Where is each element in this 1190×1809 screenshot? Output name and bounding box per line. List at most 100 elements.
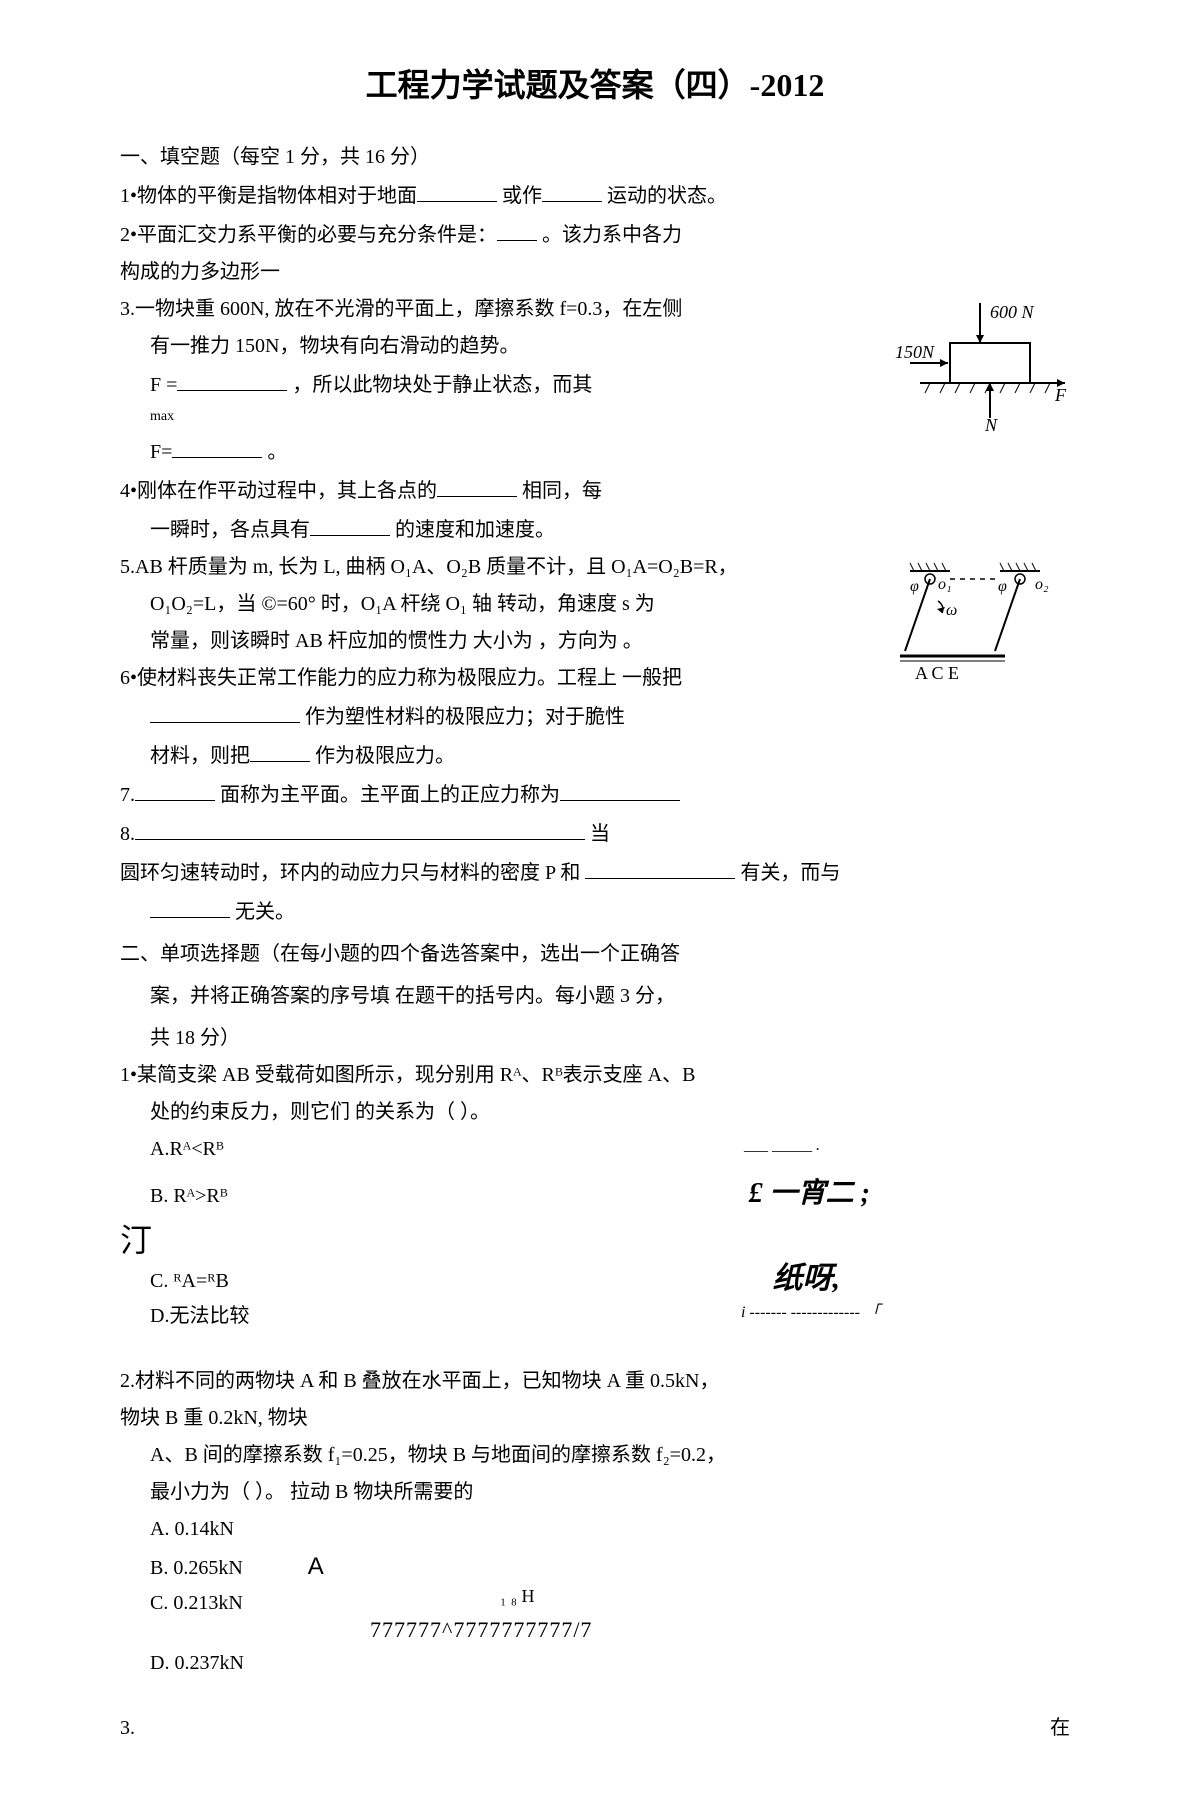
q7-text-a: 7. xyxy=(120,784,135,806)
s2-question-3: 3. 在 xyxy=(120,1712,1070,1744)
q4-text-b: 相同，每 xyxy=(522,480,602,502)
question-3-line4: F= 。 xyxy=(120,434,880,468)
s2q2-option-a: A. 0.14kN xyxy=(120,1513,1070,1545)
s2q1-option-a: A.Rᴬ<Rᴮ xyxy=(120,1133,1070,1165)
handwrite-4: i ------- ------------- 「 xyxy=(741,1300,880,1326)
question-8: 8. 当 xyxy=(120,816,1070,850)
question-5-line3: 常量，则该瞬时 AB 杆应加的惯性力 大小为 ，方向为 。 xyxy=(120,625,880,657)
q3-text-a: 3.一物块重 600N, 放在不光滑的平面上，摩擦系数 f=0.3，在左侧 xyxy=(120,298,682,320)
figure-svg-q5: φ o₁ φ o₂ ω A C E xyxy=(890,551,1070,691)
q5-text-a: 5.AB 杆质量为 m, 长为 L, 曲柄 O₁A、O₂B 质量不计，且 O₁A… xyxy=(120,556,738,578)
blank xyxy=(310,512,390,536)
blank xyxy=(497,217,537,241)
question-6-line2: 作为塑性材料的极限应力；对于脆性 xyxy=(120,699,880,733)
label-150n: 150N xyxy=(895,342,935,362)
section2-header2: 案，并将正确答案的序号填 在题干的括号内。每小题 3 分， xyxy=(120,980,1070,1012)
s2q1-option-c: C. ᴿA=ᴿB xyxy=(120,1265,1070,1297)
q6-text-b: 作为塑性材料的极限应力；对于脆性 xyxy=(305,706,625,728)
s2-question-1: 1•某简支梁 AB 受载荷如图所示，现分别用 Rᴬ、Rᴮ表示支座 A、B xyxy=(120,1059,1070,1091)
label-phi-1: φ xyxy=(910,578,919,595)
section2-header3: 共 18 分） xyxy=(120,1022,1070,1054)
label-ace: A C E xyxy=(915,663,959,683)
s2-question-2-line3: A、B 间的摩擦系数 f₁=0.25，物块 B 与地面间的摩擦系数 f₂=0.2… xyxy=(120,1439,1070,1471)
label-600n: 600 N xyxy=(990,302,1035,322)
question-6: 6•使材料丧失正常工作能力的应力称为极限应力。工程上 一般把 xyxy=(120,662,880,694)
figure-svg-q3: 600 N 150N F N xyxy=(890,293,1070,433)
section1-header: 一、填空题（每空 1 分，共 16 分） xyxy=(120,141,1070,173)
q1-text-c: 运动的状态。 xyxy=(607,185,727,207)
question-3-line3: F = ，所以此物块处于静止状态，而其 xyxy=(120,367,880,401)
figure-block-q3: 600 N 150N F N xyxy=(890,293,1070,433)
blank xyxy=(135,777,215,801)
question-5-line2: O₁O₂=L，当 ©=60° 时，O₁A 杆绕 O₁ 轴 转动，角速度 s 为 xyxy=(120,588,880,620)
q3-text-f: F= xyxy=(150,441,172,463)
doc-title: 工程力学试题及答案（四）-2012 xyxy=(120,60,1070,111)
s2-question-2: 2.材料不同的两物块 A 和 B 叠放在水平面上，已知物块 A 重 0.5kN， xyxy=(120,1365,1070,1397)
q4-text-c: 一瞬时，各点具有 xyxy=(150,519,310,541)
q8-text-e: 无关。 xyxy=(235,901,295,923)
handwrite-ting: 汀 xyxy=(120,1215,152,1266)
q8-text-c: 圆环匀速转动时，环内的动应力只与材料的密度 P 和 xyxy=(120,862,585,884)
s2q2-text-d2: 拉动 B 物块所需要的 xyxy=(290,1481,473,1503)
s2q2-text-a: 2.材料不同的两物块 A 和 B 叠放在水平面上，已知物块 A 重 0.5kN， xyxy=(120,1370,719,1392)
label-N: N xyxy=(984,415,998,433)
q8-text-b: 当 xyxy=(590,823,610,845)
s2q1-option-d: D.无法比较 xyxy=(120,1300,1070,1332)
q5-text-c: 常量，则该瞬时 AB 杆应加的惯性力 大小为 ，方向为 。 xyxy=(150,630,643,652)
question-3: 3.一物块重 600N, 放在不光滑的平面上，摩擦系数 f=0.3，在左侧 xyxy=(120,293,880,325)
q4-text-a: 4•刚体在作平动过程中，其上各点的 xyxy=(120,480,437,502)
s2q1-option-b: B. Rᴬ>Rᴮ xyxy=(120,1180,1070,1212)
s2q2-text-c: A、B 间的摩擦系数 f₁=0.25，物块 B 与地面间的摩擦系数 f₂=0.2… xyxy=(150,1444,726,1466)
blank xyxy=(150,699,300,723)
s2q2-option-b: B. 0.265kN xyxy=(120,1552,243,1584)
question-2-cont: 构成的力多边形一 xyxy=(120,256,1070,288)
q2-text-c: 构成的力多边形一 xyxy=(120,261,280,283)
question-4-line2: 一瞬时，各点具有 的速度和加速度。 xyxy=(120,512,1070,546)
q8-text-a: 8. xyxy=(120,823,135,845)
blank xyxy=(560,777,680,801)
q6-text-a: 6•使材料丧失正常工作能力的应力称为极限应力。工程上 一般把 xyxy=(120,667,682,689)
label-o2: o₂ xyxy=(1035,576,1049,593)
label-F: F xyxy=(1054,385,1067,405)
section2-header: 二、单项选择题（在每小题的四个备选答案中，选出一个正确答 xyxy=(120,938,1070,970)
s2-question-1-line2: 处的约束反力，则它们 的关系为（ ）。 xyxy=(120,1096,1070,1128)
question-1: 1•物体的平衡是指物体相对于地面 或作 运动的状态。 xyxy=(120,178,1070,212)
handwrite-dashes: ___ _____ . xyxy=(744,1133,820,1159)
q8-text-d: 有关，而与 xyxy=(740,862,840,884)
s2q3-text-b: 在 xyxy=(1050,1712,1070,1744)
fig-nums: ₁ ₈ H xyxy=(500,1582,535,1611)
s2q1-text-b: 处的约束反力，则它们 的关系为（ ）。 xyxy=(150,1101,490,1123)
hatching-top-left xyxy=(910,563,946,571)
handwrite-3: 纸呀, xyxy=(773,1255,841,1303)
q2-text-a: 2•平面汇交力系平衡的必要与充分条件是： xyxy=(120,224,497,246)
blank xyxy=(437,473,517,497)
question-5: 5.AB 杆质量为 m, 长为 L, 曲柄 O₁A、O₂B 质量不计，且 O₁A… xyxy=(120,551,880,583)
label-o1: o₁ xyxy=(938,576,952,593)
s2q2-text-b: 物块 B 重 0.2kN, 物块 xyxy=(120,1407,308,1429)
label-phi-2: φ xyxy=(998,578,1007,595)
question-7: 7. 面称为主平面。主平面上的正应力称为 xyxy=(120,777,1070,811)
s2-question-2-line4: 最小力为（ ）。 拉动 B 物块所需要的 xyxy=(120,1476,1070,1508)
question-2: 2•平面汇交力系平衡的必要与充分条件是： 。该力系中各力 xyxy=(120,217,1070,251)
q7-text-b: 面称为主平面。主平面上的正应力称为 xyxy=(220,784,560,806)
q6-text-c: 材料，则把 xyxy=(150,745,250,767)
s2q3-text: 3. xyxy=(120,1712,135,1744)
blank xyxy=(417,178,497,202)
q3-text-c: F = xyxy=(150,374,177,396)
s2-question-2-line2: 物块 B 重 0.2kN, 物块 xyxy=(120,1402,1070,1434)
blank xyxy=(177,367,287,391)
s2q2-option-d: D. 0.237kN xyxy=(120,1647,1070,1679)
s2q2-text-d: 最小力为（ ）。 xyxy=(150,1481,285,1503)
blank xyxy=(585,855,735,879)
q3-text-b: 有一推力 150N，物块有向右滑动的趋势。 xyxy=(150,335,519,357)
hatching-top-right xyxy=(1000,563,1036,571)
q3-text-d: ，所以此物块处于静止状态，而其 xyxy=(292,374,592,396)
blank xyxy=(250,738,310,762)
handwrite-1: £ 一宵二 ; xyxy=(749,1172,870,1217)
question-6-line3: 材料，则把 作为极限应力。 xyxy=(120,738,1070,772)
s2q1-text-a: 1•某简支梁 AB 受载荷如图所示，现分别用 Rᴬ、Rᴮ表示支座 A、B xyxy=(120,1064,695,1086)
q3-text-e: max xyxy=(150,409,174,424)
q5-text-b: O₁O₂=L，当 ©=60° 时，O₁A 杆绕 O₁ 轴 转动，角速度 s 为 xyxy=(150,593,655,615)
question-3-sub: max xyxy=(120,406,880,428)
fig-A-label: A xyxy=(308,1553,324,1580)
